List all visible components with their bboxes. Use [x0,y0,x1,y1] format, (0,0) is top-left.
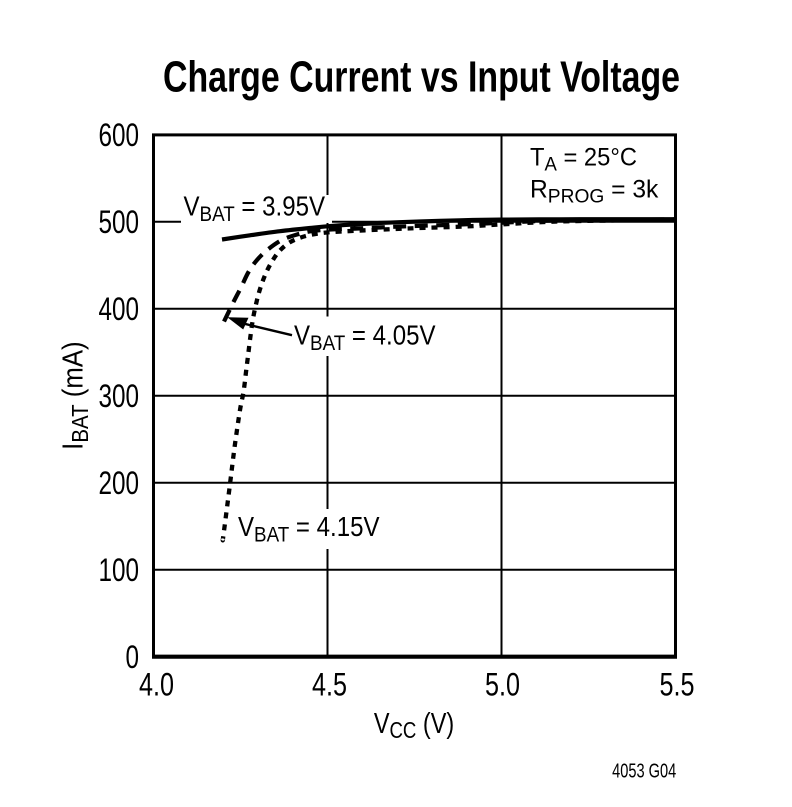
svg-text:200: 200 [99,465,140,501]
svg-text:4053 G04: 4053 G04 [612,759,676,782]
svg-text:300: 300 [99,378,140,414]
svg-text:600: 600 [99,117,140,153]
svg-text:5.5: 5.5 [660,667,695,703]
svg-text:400: 400 [99,291,140,327]
svg-text:5.0: 5.0 [485,667,520,703]
svg-text:4.0: 4.0 [139,667,174,703]
svg-text:0: 0 [126,639,140,675]
svg-text:4.5: 4.5 [312,667,347,703]
svg-text:VBAT = 3.95V: VBAT = 3.95V [184,192,326,226]
svg-text:VBAT = 4.15V: VBAT = 4.15V [238,513,380,547]
svg-text:VCC (V): VCC (V) [374,707,454,744]
svg-text:Charge Current vs Input Voltag: Charge Current vs Input Voltage [163,53,680,101]
svg-text:500: 500 [99,204,140,240]
svg-text:100: 100 [99,552,140,588]
